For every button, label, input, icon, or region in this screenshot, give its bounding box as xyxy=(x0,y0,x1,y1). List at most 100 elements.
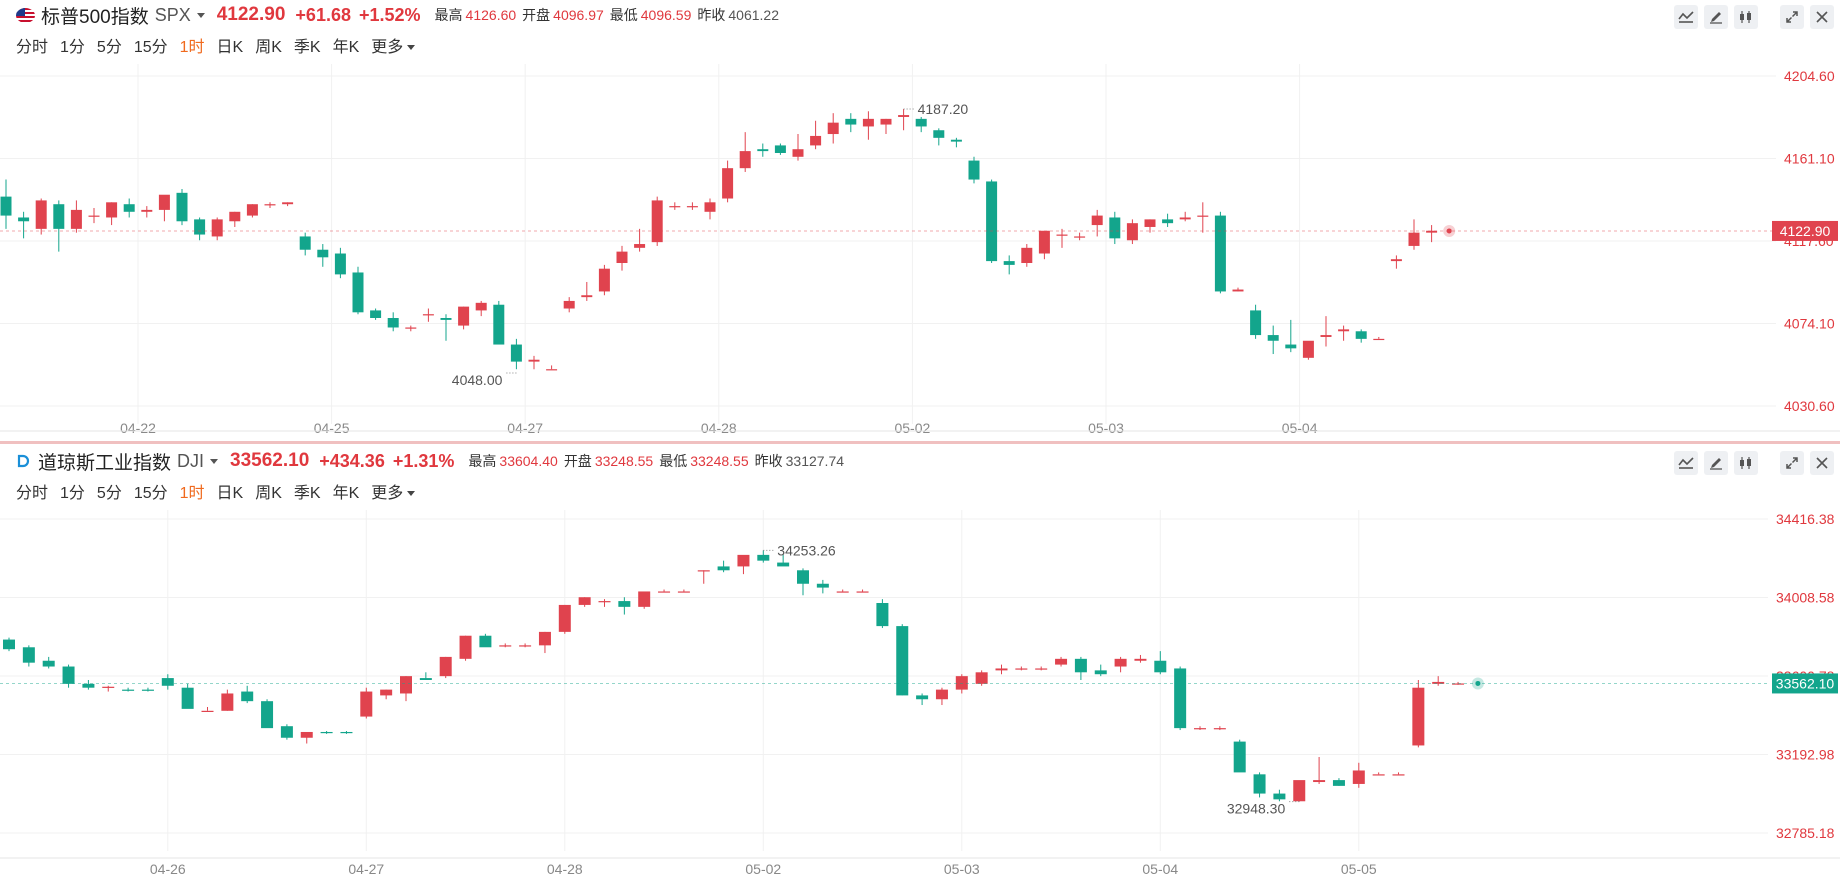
candle xyxy=(578,597,591,607)
candle-body xyxy=(122,689,135,691)
candle-body xyxy=(282,202,294,205)
tab-period[interactable]: 日K xyxy=(216,485,244,502)
panel-separator xyxy=(0,441,1840,444)
candle xyxy=(774,143,786,155)
candle-body xyxy=(1408,232,1420,246)
tab-period[interactable]: 5分 xyxy=(96,485,122,502)
tab-period[interactable]: 15分 xyxy=(133,39,168,56)
candle-body xyxy=(677,591,690,593)
candle-body xyxy=(563,300,575,309)
tab-period[interactable]: 分时 xyxy=(16,39,49,56)
candle xyxy=(845,113,857,133)
candle xyxy=(229,211,241,227)
index-change: +434.36 xyxy=(319,450,385,471)
candle xyxy=(898,109,910,131)
candle-body xyxy=(1285,344,1297,349)
spx-candlestick-chart[interactable]: 4204.604161.104117.604074.104030.6004-22… xyxy=(0,64,1840,442)
candle xyxy=(1144,219,1156,233)
tab-period[interactable]: 年K xyxy=(332,39,360,56)
tab-more[interactable]: 更多 xyxy=(371,479,416,503)
candle xyxy=(880,118,892,135)
candle xyxy=(1114,656,1127,673)
stat-value-high: 4126.60 xyxy=(465,7,517,23)
candle xyxy=(1091,209,1103,237)
candle-type-icon[interactable] xyxy=(1734,5,1758,29)
last-price-label: 33562.10 xyxy=(1776,675,1835,691)
candle-body xyxy=(1213,728,1226,730)
tab-period[interactable]: 季K xyxy=(293,39,321,56)
candle-body xyxy=(53,204,65,229)
candle-body xyxy=(1179,217,1191,220)
candle-body xyxy=(18,217,30,222)
tab-more[interactable]: 更多 xyxy=(371,33,416,57)
candle xyxy=(986,179,998,263)
y-tick-label: 34008.58 xyxy=(1776,590,1835,606)
candle-type-icon[interactable] xyxy=(1734,451,1758,475)
draw-icon[interactable] xyxy=(1704,451,1728,475)
candle-body xyxy=(1021,247,1033,263)
candle-body xyxy=(35,200,47,229)
chevron-down-icon[interactable] xyxy=(210,458,219,464)
candle xyxy=(246,204,258,218)
tab-period[interactable]: 5分 xyxy=(96,39,122,56)
tab-period-active[interactable]: 1时 xyxy=(179,485,205,502)
tab-period-active[interactable]: 1时 xyxy=(179,39,205,56)
candle-body xyxy=(836,591,849,593)
candle xyxy=(360,687,373,719)
tab-period[interactable]: 1分 xyxy=(60,39,85,56)
dji-candlestick-chart[interactable]: 34416.3834008.5833600.7833192.9832785.18… xyxy=(0,510,1840,885)
draw-icon[interactable] xyxy=(1704,5,1728,29)
candle-body xyxy=(334,253,346,275)
candle-body xyxy=(578,597,591,605)
candle xyxy=(519,643,532,648)
candle-body xyxy=(400,676,412,694)
candle-body xyxy=(519,645,532,647)
tab-period[interactable]: 周K xyxy=(255,485,282,502)
high-annotation: 4187.20 xyxy=(918,101,969,117)
stat-label-open: 开盘 xyxy=(563,453,592,469)
candle xyxy=(1194,726,1206,731)
tab-period[interactable]: 1分 xyxy=(60,485,85,502)
candle xyxy=(201,706,214,712)
spx-header: 标普500指数 SPX 4122.90 +61.68 +1.52% 最高 412… xyxy=(16,4,779,28)
expand-icon[interactable] xyxy=(1780,451,1804,475)
candle xyxy=(510,338,522,370)
candle xyxy=(1154,651,1167,675)
close-icon[interactable] xyxy=(1810,5,1834,29)
index-code[interactable]: DJI xyxy=(177,450,205,471)
tab-period[interactable]: 周K xyxy=(255,39,282,56)
candle xyxy=(1179,211,1191,222)
tab-period[interactable]: 年K xyxy=(332,485,360,502)
candle xyxy=(950,137,962,148)
candle-body xyxy=(82,683,95,688)
index-change-pct: +1.52% xyxy=(358,4,421,25)
candle xyxy=(1056,228,1068,248)
candle-body xyxy=(317,249,329,258)
period-tabs: 分时 1分 5分 15分 1时 日K 周K 季K 年K 更多 xyxy=(16,34,427,56)
expand-icon[interactable] xyxy=(1780,5,1804,29)
line-style-icon[interactable] xyxy=(1674,5,1698,29)
candle-body xyxy=(598,268,610,292)
candle-body xyxy=(1273,793,1286,800)
tab-period[interactable]: 日K xyxy=(216,39,244,56)
candle xyxy=(22,645,35,667)
close-icon[interactable] xyxy=(1810,451,1834,475)
candle-body xyxy=(340,731,353,734)
tab-period[interactable]: 季K xyxy=(293,485,321,502)
low-annotation: 32948.30 xyxy=(1227,801,1286,817)
stat-label-low: 最低 xyxy=(659,453,688,469)
candle-body xyxy=(1074,658,1087,673)
candle xyxy=(546,365,558,371)
tab-period[interactable]: 分时 xyxy=(16,485,49,502)
candle-body xyxy=(1412,687,1425,746)
candle xyxy=(1233,739,1246,773)
candle-body xyxy=(1134,658,1147,661)
tab-period[interactable]: 15分 xyxy=(133,485,168,502)
candle xyxy=(1094,664,1107,677)
index-code[interactable]: SPX xyxy=(154,4,191,25)
line-style-icon[interactable] xyxy=(1674,451,1698,475)
candle xyxy=(816,579,829,594)
stat-label-open: 开盘 xyxy=(522,7,551,23)
chevron-down-icon[interactable] xyxy=(196,12,205,18)
candle xyxy=(370,308,382,320)
